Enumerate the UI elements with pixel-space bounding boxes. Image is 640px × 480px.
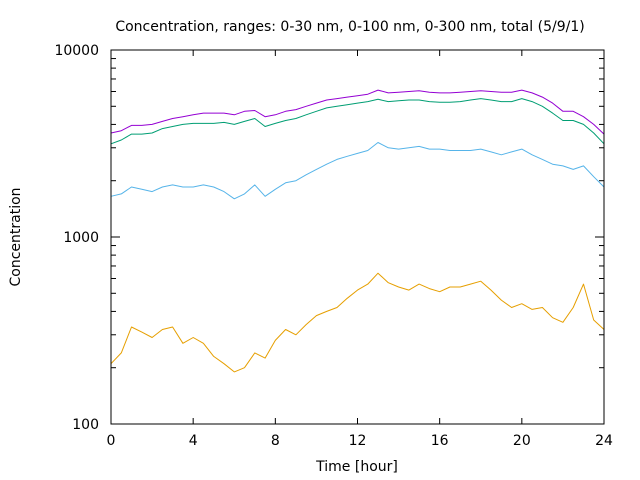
x-tick-label: 24 (595, 433, 613, 449)
series-line-2 (110, 142, 605, 200)
x-tick-label: 12 (349, 433, 367, 449)
y-tick-label: 100 (72, 417, 99, 433)
series-line-3 (110, 98, 605, 145)
x-tick-label: 4 (189, 433, 198, 449)
y-tick-label: 1000 (63, 230, 99, 246)
y-axis-title: Concentration (8, 187, 24, 286)
x-tick-label: 8 (271, 433, 280, 449)
x-tick-label: 20 (513, 433, 531, 449)
x-tick-label: 0 (107, 433, 116, 449)
y-tick-label: 10000 (54, 43, 99, 59)
series-line-1 (110, 272, 605, 373)
plot-frame (110, 49, 605, 425)
series-layer (110, 89, 605, 373)
x-axis-title: Time [hour] (315, 459, 398, 475)
x-tick-label: 16 (431, 433, 449, 449)
ticks-layer: 0 4 8 12 16 20 24 100 1000 10000 (54, 43, 613, 449)
chart-title: Concentration, ranges: 0-30 nm, 0-100 nm… (115, 19, 584, 35)
series-line-4 (110, 89, 605, 135)
